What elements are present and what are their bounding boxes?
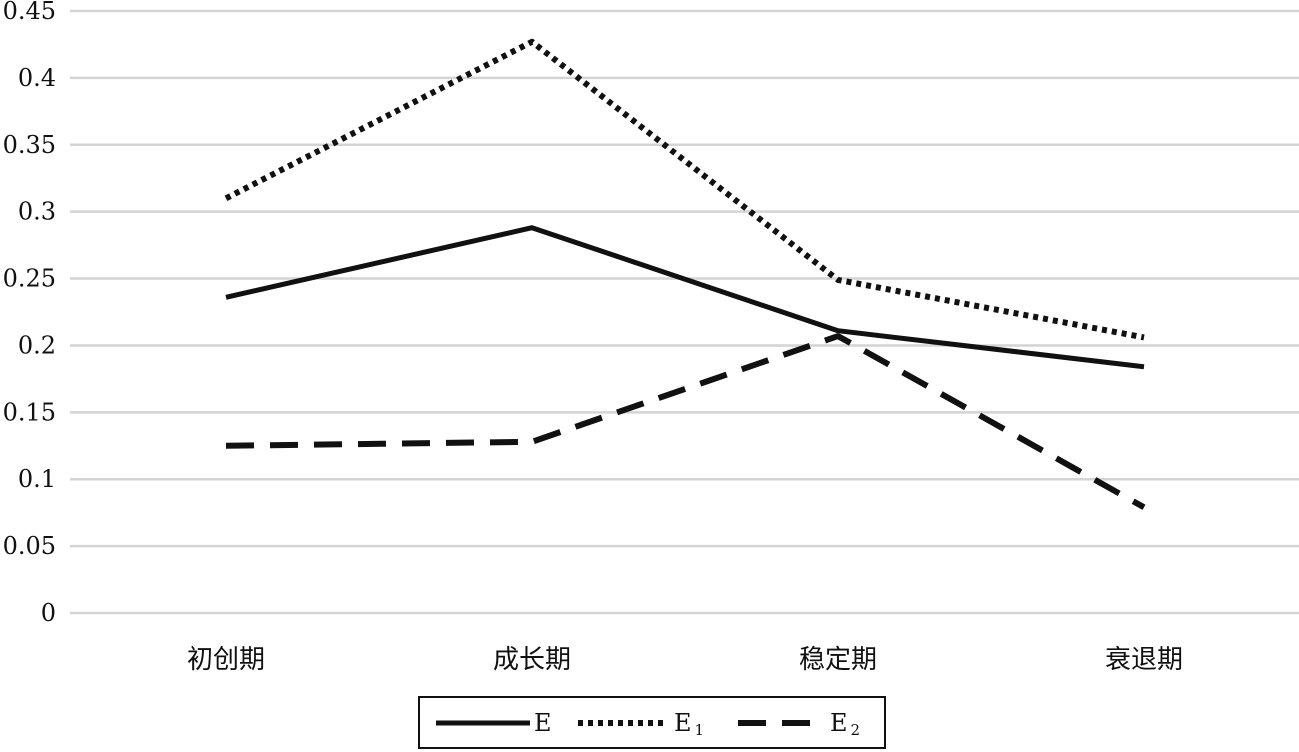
y-tick-label: 0.2 bbox=[18, 331, 56, 359]
y-axis-tick-labels: 0 0.05 0.1 0.15 0.2 0.25 0.3 0.35 0.4 0.45 bbox=[3, 0, 56, 627]
y-tick-label: 0.35 bbox=[3, 131, 56, 159]
x-category-label: 稳定期 bbox=[799, 645, 877, 675]
gridlines bbox=[70, 9, 1299, 615]
x-axis-category-labels: 初创期 成长期 稳定期 衰退期 bbox=[187, 645, 1183, 675]
series-line-e2 bbox=[225, 333, 1146, 510]
y-tick-label: 0.1 bbox=[18, 465, 56, 493]
series-line-e bbox=[225, 225, 1145, 370]
y-tick-label: 0 bbox=[41, 599, 56, 627]
y-tick-label: 0.3 bbox=[18, 198, 56, 226]
y-tick-label: 0.4 bbox=[18, 64, 56, 92]
series-line-e1 bbox=[224, 38, 1145, 341]
x-category-label: 初创期 bbox=[187, 645, 265, 675]
x-category-label: 成长期 bbox=[493, 645, 571, 675]
x-category-label: 衰退期 bbox=[1105, 645, 1183, 675]
y-tick-label: 0.45 bbox=[3, 0, 56, 25]
series-lines bbox=[224, 38, 1146, 510]
legend-label-e: E bbox=[534, 709, 552, 737]
y-tick-label: 0.25 bbox=[3, 265, 56, 293]
y-tick-label: 0.05 bbox=[3, 532, 56, 560]
y-tick-label: 0.15 bbox=[3, 398, 56, 426]
